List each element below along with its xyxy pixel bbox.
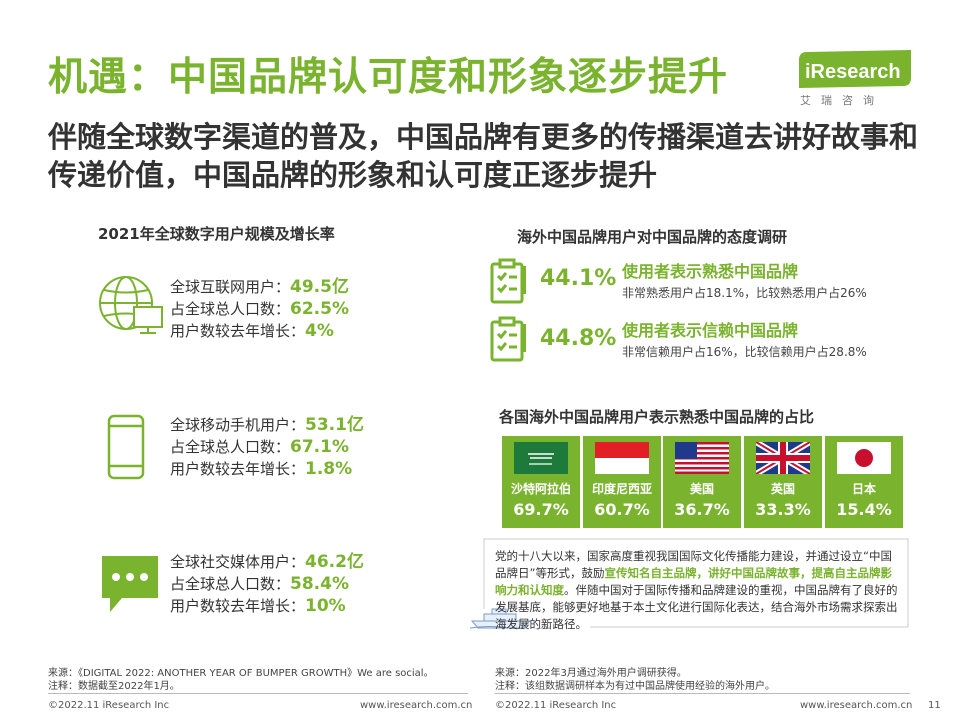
- trust-detail: 非常信赖用户占16%，比较信赖用户占28.8%: [622, 345, 867, 359]
- country-value: 36.7%: [674, 500, 730, 519]
- familiar-headline: 使用者表示熟悉中国品牌: [622, 262, 799, 281]
- stat-line: 占全球总人口数：58.4%: [170, 574, 349, 594]
- country-card-usa: 美国 36.7%: [663, 436, 741, 528]
- stat-line: 全球移动手机用户：53.1亿: [170, 415, 364, 435]
- country-value: 33.3%: [755, 500, 811, 519]
- country-value: 15.4%: [836, 500, 892, 519]
- footer-copyright-right: ©2022.11 iResearch Inc: [495, 700, 617, 711]
- familiar-percentage: 44.1%: [540, 266, 617, 291]
- stat-line: 占全球总人口数：67.1%: [170, 437, 349, 457]
- footer-url-right[interactable]: www.iresearch.com.cn: [800, 700, 913, 711]
- trust-percentage: 44.8%: [540, 326, 617, 351]
- page-subtitle: 伴随全球数字渠道的普及，中国品牌有更多的传播渠道去讲好故事和传递价值，中国品牌的…: [48, 120, 919, 192]
- country-name: 日本: [851, 482, 876, 496]
- quote-frame: [470, 538, 909, 629]
- stat-line: 全球互联网用户：49.5亿: [170, 277, 349, 297]
- stat-line: 占全球总人口数：62.5%: [170, 299, 349, 319]
- stat-line: 全球社交媒体用户：46.2亿: [170, 552, 364, 572]
- country-name: 沙特阿拉伯: [510, 482, 571, 496]
- country-value: 69.7%: [513, 500, 569, 519]
- country-name: 英国: [770, 482, 795, 496]
- country-value: 60.7%: [594, 500, 650, 519]
- stat-line: 用户数较去年增长：4%: [170, 321, 334, 341]
- clipboard-check-icon: [490, 258, 526, 304]
- mobile-phone-icon: [107, 414, 145, 480]
- left-section-title: 2021年全球数字用户规模及增长率: [98, 225, 335, 243]
- footer-copyright-left: ©2022.11 iResearch Inc: [48, 700, 170, 711]
- country-card-japan: 日本 15.4%: [825, 436, 903, 528]
- quote-text: 党的十八大以来，国家高度重视我国国际文化传播能力建设，并通过设立“中国品牌日”等…: [495, 549, 898, 631]
- country-name: 美国: [689, 482, 714, 496]
- saudi-flag-icon: [514, 442, 568, 474]
- trust-headline: 使用者表示信赖中国品牌: [622, 321, 799, 340]
- japan-flag-icon: [837, 442, 891, 474]
- page-number: 11: [928, 700, 941, 711]
- country-card-indonesia: 印度尼西亚 60.7%: [583, 436, 661, 528]
- logo-text: iResearch: [805, 61, 901, 83]
- iresearch-logo: iResearch: [799, 50, 911, 88]
- usa-flag-icon: [675, 442, 729, 474]
- country-card-saudi: 沙特阿拉伯 69.7%: [502, 436, 580, 528]
- country-name: 印度尼西亚: [591, 482, 652, 496]
- page-title: 机遇：中国品牌认可度和形象逐步提升: [48, 55, 729, 100]
- country-card-uk: 英国 33.3%: [744, 436, 822, 528]
- logo-chinese: 艾瑞咨询: [800, 94, 884, 107]
- footer-rule-left: [48, 693, 468, 694]
- clipboard-check-icon: [490, 316, 526, 362]
- stat-line: 用户数较去年增长：10%: [170, 596, 346, 616]
- indonesia-flag-icon: [595, 442, 649, 474]
- stat-line: 用户数较去年增长：1.8%: [170, 459, 353, 479]
- right-section-title: 海外中国品牌用户对中国品牌的态度调研: [517, 228, 788, 246]
- familiar-detail: 非常熟悉用户占18.1%，比较熟悉用户占26%: [622, 286, 867, 300]
- chat-bubble-icon: [102, 556, 158, 612]
- right-source: 来源：2022年3月通过海外用户调研获得。 注释：该组数据调研样本为有过中国品牌…: [495, 668, 775, 692]
- left-source: 来源：《DIGITAL 2022: ANOTHER YEAR OF BUMPER…: [48, 668, 434, 692]
- countries-title: 各国海外中国品牌用户表示熟悉中国品牌的占比: [499, 408, 815, 426]
- uk-flag-icon: [756, 442, 810, 474]
- footer-url-left[interactable]: www.iresearch.com.cn: [360, 700, 473, 711]
- globe-computer-icon: [99, 276, 163, 334]
- footer-rule-right: [495, 693, 910, 694]
